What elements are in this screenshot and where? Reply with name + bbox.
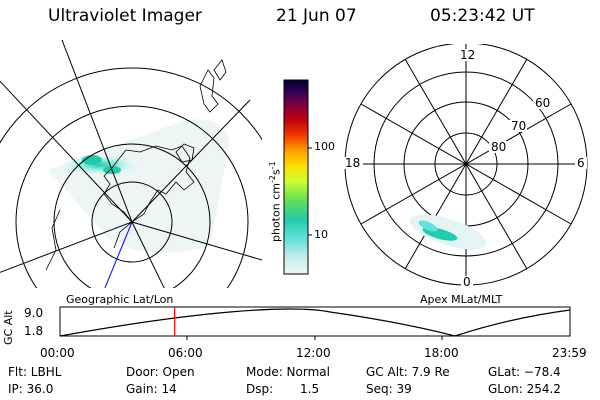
mlt-label-18: 18 [345,156,361,170]
colorbar-tick-100: 100 [314,140,335,153]
gc-alt-info: GC Alt: 7.9 Re [366,365,450,379]
timeline-xtick-0600: 06:00 [168,346,203,360]
altitude-curve [59,308,571,337]
altitude-timeline [59,306,571,340]
timeline-xtick-1800: 18:00 [424,346,459,360]
lat-label-60: 60 [535,96,551,110]
timeline-xtick-2359: 23:59 [552,346,587,360]
apex-caption: Apex MLat/MLT [420,293,503,306]
colorbar-tick-10: 10 [314,228,328,241]
timeline-ytick-top: 9.0 [24,306,44,320]
dsp-label: Dsp: [246,382,274,396]
door-info: Door: Open [126,365,195,379]
time-label: 05:23:42 UT [430,6,535,26]
glon-info: GLon: 254.2 [488,382,561,396]
geographic-caption: Geographic Lat/Lon [66,293,174,306]
colorbar-scale [283,79,309,275]
colorbar-unit-label: photon cm-2s-1 [268,161,283,242]
glat-info: GLat: −78.4 [488,365,561,379]
seq-info: Seq: 39 [366,382,412,396]
mode-info: Mode: Normal [246,365,330,379]
mlt-label-12: 12 [460,48,476,62]
geographic-map [0,40,262,288]
dsp-value: 1.5 [300,382,320,396]
timeline-xtick-0000: 00:00 [40,346,75,360]
lat-label-80: 80 [491,140,507,154]
polar-plot [343,44,588,288]
mlt-label-6: 6 [577,156,585,170]
mlt-label-0: 0 [463,275,471,289]
timeline-xtick-1200: 12:00 [296,346,331,360]
gain-info: Gain: 14 [126,382,177,396]
colorbar [283,79,312,275]
timeline-ytick-bottom: 1.8 [24,324,44,338]
ip-info: IP: 36.0 [8,382,54,396]
date-label: 21 Jun 07 [276,6,357,26]
lat-label-70: 70 [511,119,527,133]
filter-info: Flt: LBHL [8,365,62,379]
instrument-title: Ultraviolet Imager [48,6,202,26]
